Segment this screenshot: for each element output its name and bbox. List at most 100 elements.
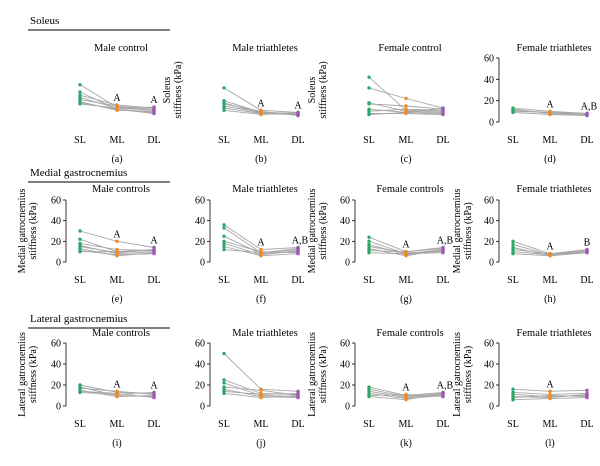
data-point-sl bbox=[78, 102, 82, 106]
data-point-sl bbox=[222, 226, 226, 230]
data-point-ml bbox=[404, 104, 408, 108]
y-tick-label: 0 bbox=[489, 258, 494, 269]
data-point-ml bbox=[404, 110, 408, 115]
significance-label: A,B bbox=[437, 236, 454, 247]
panel-label: (c) bbox=[400, 154, 411, 165]
y-tick-label: 0 bbox=[345, 402, 350, 413]
panel-label: (b) bbox=[255, 154, 267, 165]
data-point-sl bbox=[367, 102, 371, 106]
y-tick-label: 0 bbox=[200, 258, 205, 269]
x-tick-label: ML bbox=[543, 419, 558, 430]
data-point-sl bbox=[222, 86, 226, 90]
data-point-dl bbox=[152, 390, 156, 395]
significance-label: A bbox=[257, 98, 265, 109]
x-tick-label: ML bbox=[399, 135, 414, 146]
data-point-sl bbox=[78, 250, 82, 254]
significance-label: A bbox=[402, 240, 410, 251]
data-point-dl bbox=[585, 388, 589, 392]
y-tick-label: 0 bbox=[489, 118, 494, 129]
x-tick-label: DL bbox=[436, 419, 449, 430]
significance-label: A bbox=[113, 379, 121, 390]
y-tick-label: 60 bbox=[340, 339, 350, 350]
x-tick-label: SL bbox=[363, 135, 375, 146]
panel-title: Male controls bbox=[92, 328, 150, 339]
panel-title: Female controls bbox=[376, 184, 443, 195]
x-tick-label: SL bbox=[363, 419, 375, 430]
x-tick-label: SL bbox=[218, 135, 230, 146]
y-tick-label: 60 bbox=[51, 196, 61, 207]
y-axis-label: stiffness (kPa) bbox=[28, 346, 39, 403]
panel-label: (k) bbox=[400, 438, 412, 449]
data-point-dl bbox=[585, 113, 589, 118]
y-tick-label: 40 bbox=[195, 216, 205, 227]
data-point-dl bbox=[585, 250, 589, 254]
data-point-sl bbox=[78, 90, 82, 94]
x-tick-label: DL bbox=[436, 275, 449, 286]
data-point-ml bbox=[259, 254, 263, 258]
data-point-sl bbox=[222, 378, 226, 382]
data-point-ml bbox=[548, 393, 552, 398]
x-tick-label: ML bbox=[254, 275, 269, 286]
y-tick-label: 0 bbox=[489, 402, 494, 413]
data-point-sl bbox=[511, 242, 515, 247]
data-point-ml bbox=[548, 389, 552, 393]
significance-label: A,B bbox=[437, 380, 454, 391]
data-point-sl bbox=[222, 234, 226, 238]
y-axis-label: stiffness (kPa) bbox=[318, 346, 329, 403]
panel-label: (i) bbox=[112, 438, 121, 449]
data-point-ml bbox=[259, 388, 263, 392]
y-tick-label: 60 bbox=[340, 196, 350, 207]
panel-title: Male triathletes bbox=[232, 328, 298, 339]
x-tick-label: ML bbox=[254, 419, 269, 430]
data-point-dl bbox=[296, 252, 300, 256]
data-point-sl bbox=[511, 252, 515, 256]
x-tick-label: SL bbox=[218, 275, 230, 286]
y-axis-label: Soleus bbox=[307, 77, 318, 104]
y-tick-label: 20 bbox=[484, 381, 494, 392]
data-point-ml bbox=[259, 251, 263, 255]
panel-title: Female controls bbox=[376, 328, 443, 339]
data-point-sl bbox=[222, 223, 226, 227]
significance-label: A bbox=[546, 242, 554, 253]
x-tick-label: DL bbox=[147, 275, 160, 286]
y-axis-label: stiffness (kPa) bbox=[173, 61, 184, 118]
data-point-sl bbox=[222, 241, 226, 246]
x-tick-label: SL bbox=[74, 275, 86, 286]
x-tick-label: SL bbox=[218, 419, 230, 430]
data-point-ml bbox=[115, 106, 119, 110]
panel-label: (d) bbox=[544, 154, 556, 165]
data-point-ml bbox=[115, 253, 119, 257]
x-tick-label: SL bbox=[363, 275, 375, 286]
significance-label: A bbox=[150, 380, 158, 391]
x-tick-label: DL bbox=[147, 135, 160, 146]
panel-title: Male control bbox=[94, 43, 148, 54]
y-axis-label: Lateral gatrocnemius bbox=[17, 332, 28, 417]
data-point-sl bbox=[367, 112, 371, 117]
data-point-ml bbox=[404, 107, 408, 111]
x-tick-label: ML bbox=[110, 419, 125, 430]
y-tick-label: 20 bbox=[195, 237, 205, 248]
significance-label: A bbox=[150, 236, 158, 247]
panel-title: Male triathletes bbox=[232, 43, 298, 54]
x-tick-label: DL bbox=[291, 419, 304, 430]
data-point-ml bbox=[259, 112, 263, 117]
data-point-dl bbox=[152, 108, 156, 113]
y-tick-label: 0 bbox=[56, 402, 61, 413]
data-point-ml bbox=[548, 396, 552, 401]
x-tick-label: ML bbox=[543, 135, 558, 146]
significance-label: A bbox=[150, 95, 158, 106]
y-axis-label: stiffness (kPa) bbox=[318, 61, 329, 118]
y-tick-label: 40 bbox=[51, 216, 61, 227]
y-axis-label: Lateral gatrocnemius bbox=[307, 332, 318, 417]
y-axis-label: stiffness (kPa) bbox=[28, 202, 39, 259]
y-tick-label: 60 bbox=[484, 339, 494, 350]
data-point-sl bbox=[367, 86, 371, 90]
y-axis-label: Soleus bbox=[162, 77, 173, 104]
y-tick-label: 60 bbox=[195, 196, 205, 207]
data-point-sl bbox=[511, 398, 515, 402]
y-tick-label: 0 bbox=[56, 258, 61, 269]
y-tick-label: 20 bbox=[484, 237, 494, 248]
data-point-ml bbox=[548, 254, 552, 258]
y-axis-label: Medial gatrocnemius bbox=[452, 189, 463, 274]
data-point-sl bbox=[222, 247, 226, 252]
